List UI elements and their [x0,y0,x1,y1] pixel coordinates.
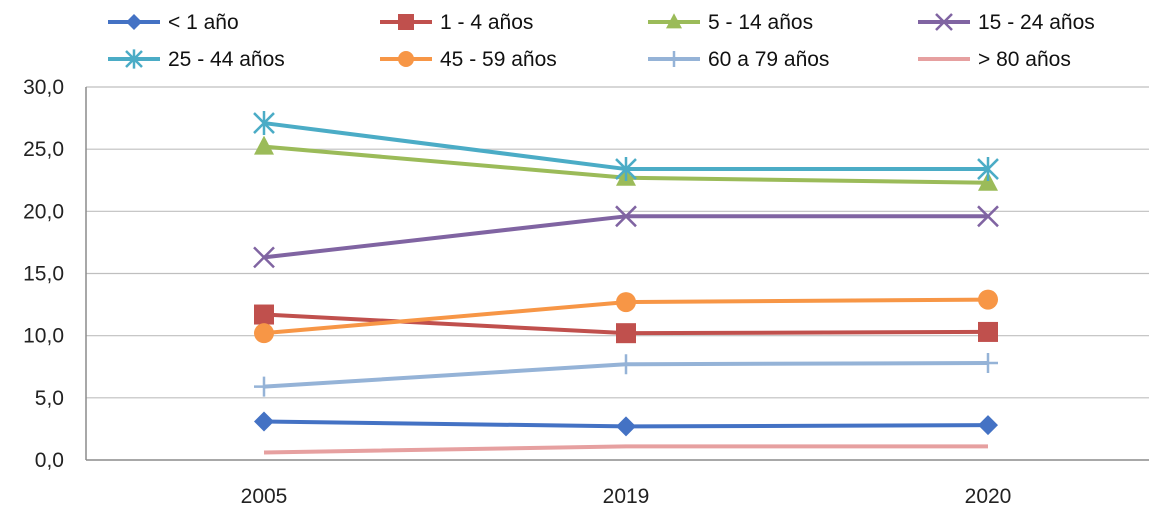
data-point [254,376,274,397]
y-tick-label: 5,0 [35,387,64,410]
series-group [253,111,999,455]
legend-label: < 1 año [168,11,239,34]
legend-item: 60 a 79 años [648,48,829,71]
data-point [977,157,999,182]
axes [85,87,1149,461]
data-point [254,135,274,155]
data-point [616,323,636,344]
y-axis-ticks: 0,0 5,0 10,0 15,0 20,0 25,0 30,0 [23,76,64,472]
y-tick-label: 10,0 [23,325,64,348]
x-tick-label: 2005 [241,485,288,508]
y-tick-label: 15,0 [23,263,64,286]
data-point [253,111,275,136]
data-point [615,157,637,182]
data-point [615,205,637,228]
y-tick-label: 30,0 [23,76,64,99]
series-line [263,214,988,260]
series-0 [254,411,998,437]
legend-item: > 80 años [918,48,1071,71]
legend-marker [126,14,142,30]
chart-legend: < 1 año 1 - 4 años 5 - 14 años 15 - 24 años… [108,11,1095,71]
data-point [977,205,999,228]
legend-marker [125,49,143,69]
data-point [616,354,636,375]
legend-label: 25 - 44 años [168,48,285,71]
legend-item: < 1 año [108,11,239,34]
legend-marker [398,51,414,67]
data-point [978,353,998,374]
data-point [253,246,275,269]
series-3 [253,205,999,269]
legend-marker [398,14,414,30]
x-tick-label: 2019 [603,485,650,508]
legend-label: 1 - 4 años [440,11,533,34]
legend-item: 1 - 4 años [380,11,533,34]
data-point [978,171,998,191]
legend-item: 25 - 44 años [108,48,285,71]
y-tick-label: 25,0 [23,138,64,161]
series-4 [253,111,999,182]
legend-item: 15 - 24 años [918,11,1095,34]
legend-item: 5 - 14 años [648,11,813,34]
series-5 [254,289,998,344]
legend-label: 15 - 24 años [978,11,1095,34]
data-point [978,415,998,436]
legend-marker [666,13,682,29]
legend-label: > 80 años [978,48,1071,71]
legend-item: 45 - 59 años [380,48,557,71]
gridlines [86,86,1149,399]
x-axis-ticks: 2005 2019 2020 [241,485,1012,508]
legend-label: 45 - 59 años [440,48,557,71]
legend-marker [935,13,953,31]
data-point [616,292,636,313]
data-point [254,323,274,344]
data-point [254,304,274,325]
data-point [978,321,998,342]
series-7 [263,444,988,455]
series-line [263,444,988,455]
series-6 [254,353,998,397]
x-tick-label: 2020 [965,485,1012,508]
legend-marker [666,51,682,67]
y-tick-label: 0,0 [35,449,64,472]
data-point [978,289,998,310]
data-point [254,411,274,432]
series-1 [254,304,998,344]
legend-label: 5 - 14 años [708,11,813,34]
y-tick-label: 20,0 [23,200,64,223]
legend-label: 60 a 79 años [708,48,829,71]
data-point [616,416,636,437]
